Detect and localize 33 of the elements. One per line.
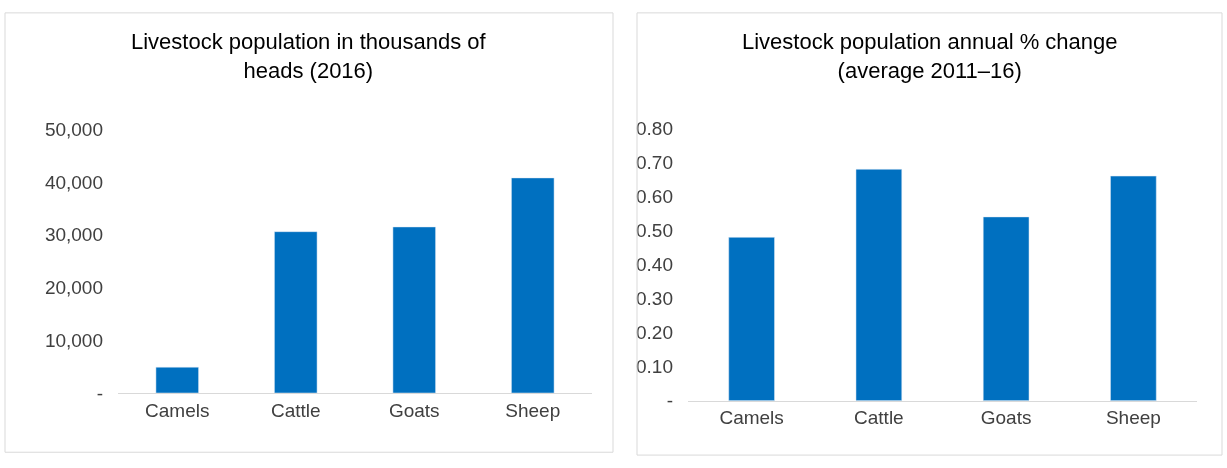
bar xyxy=(274,231,318,394)
bar xyxy=(728,237,775,401)
y-tick-label: 10,000 xyxy=(44,329,103,351)
y-tick-label: 0.50 xyxy=(636,220,673,242)
y-tick-label: 0.60 xyxy=(636,186,673,208)
y-tick-label: 50,000 xyxy=(44,119,103,141)
bar xyxy=(511,177,555,394)
y-tick-label: 0.10 xyxy=(636,356,673,378)
y-tick-label: 30,000 xyxy=(44,224,103,246)
y-tick-label: 0.70 xyxy=(636,152,673,174)
bar xyxy=(392,226,436,394)
x-tick-label: Goats xyxy=(388,399,440,421)
x-tick-label: Cattle xyxy=(270,399,321,421)
chart-title: Livestock population in thousands of heads (2016) xyxy=(131,29,487,83)
chart-title: Livestock population annual % change (average 2011–16) xyxy=(742,29,1118,83)
y-tick-label: 0.20 xyxy=(636,322,673,344)
bar xyxy=(1110,175,1157,401)
x-tick-label: Camels xyxy=(719,407,784,429)
bar xyxy=(855,169,903,401)
bar xyxy=(982,216,1030,401)
x-tick-label: Goats xyxy=(980,407,1032,429)
y-tick-label: 0.30 xyxy=(636,288,673,310)
x-tick-label: Sheep xyxy=(505,399,561,421)
y-tick-label: 0.40 xyxy=(636,254,673,276)
y-tick-label: - xyxy=(96,382,103,404)
x-tick-label: Camels xyxy=(145,399,210,421)
bar xyxy=(155,366,199,394)
y-tick-label: - xyxy=(666,390,673,412)
y-tick-label: 20,000 xyxy=(44,277,103,299)
x-tick-label: Cattle xyxy=(854,407,904,429)
x-tick-label: Sheep xyxy=(1105,407,1161,429)
y-tick-label: 0.80 xyxy=(636,118,673,140)
y-tick-label: 40,000 xyxy=(44,171,103,193)
